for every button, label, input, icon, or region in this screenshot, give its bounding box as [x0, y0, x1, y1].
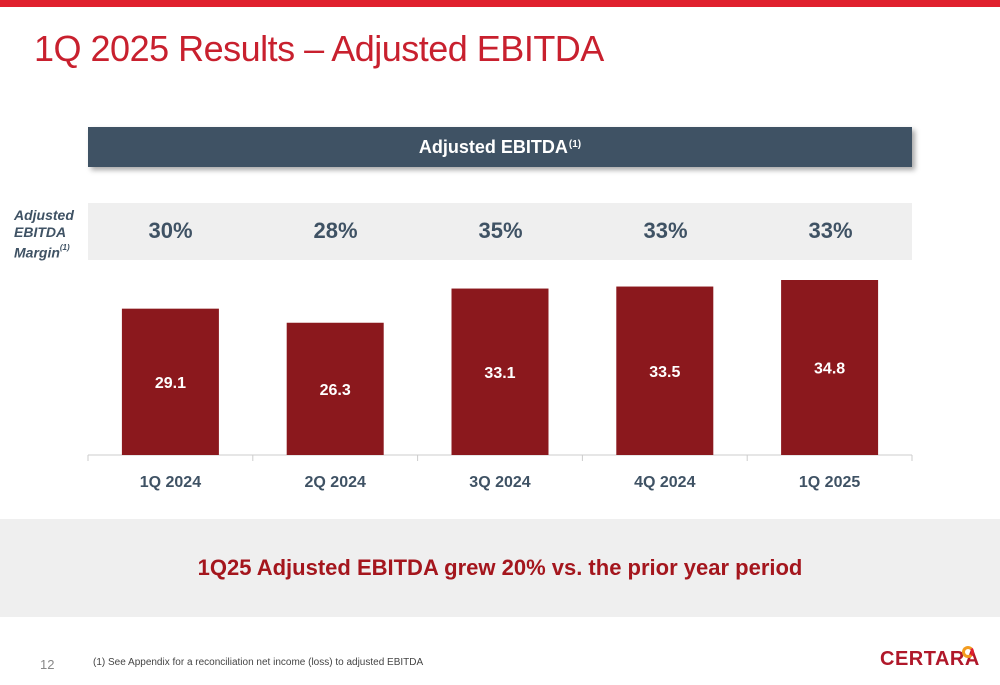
margin-value: 28% [313, 218, 358, 243]
margin-label-line-3: Margin(1) [14, 241, 86, 262]
footnote: (1) See Appendix for a reconciliation ne… [93, 657, 424, 668]
margin-label-line-2: EBITDA [14, 224, 67, 240]
top-accent-bar [0, 0, 1000, 7]
chart-header: Adjusted EBITDA (1) [88, 127, 912, 167]
logo-mark-icon [962, 646, 974, 658]
bar-4q-2024 [616, 286, 714, 455]
chart-header-footnote-ref: (1) [568, 138, 582, 150]
takeaway-text: 1Q25 Adjusted EBITDA grew 20% vs. the pr… [197, 555, 803, 580]
bar-data-label: 34.8 [814, 361, 845, 378]
certara-logo: CERTARA [880, 648, 980, 670]
x-tick-label: 4Q 2024 [634, 474, 695, 491]
margin-value: 30% [148, 218, 193, 243]
margin-row-label: Adjusted EBITDA Margin(1) [14, 207, 86, 262]
x-tick-label: 3Q 2024 [469, 474, 530, 491]
margin-value: 35% [478, 218, 523, 243]
bar-data-label: 29.1 [155, 375, 186, 392]
margin-label-footnote-ref: (1) [59, 243, 70, 252]
margin-label-line-3-text: Margin [14, 244, 60, 261]
bar-data-label: 26.3 [320, 382, 351, 399]
bar-1q-2024 [121, 308, 219, 455]
x-tick-label: 2Q 2024 [305, 474, 366, 491]
x-tick-label: 1Q 2025 [799, 474, 860, 491]
page-title: 1Q 2025 Results – Adjusted EBITDA [34, 28, 604, 69]
page-number: 12 [40, 657, 55, 672]
takeaway-band [0, 519, 1000, 617]
x-tick-label: 1Q 2024 [140, 474, 201, 491]
margin-value: 33% [643, 218, 688, 243]
bar-3q-2024 [451, 288, 549, 455]
margin-label-line-1: Adjusted [14, 207, 74, 223]
bar-data-label: 33.5 [649, 364, 680, 381]
chart-header-label: Adjusted EBITDA [418, 136, 568, 157]
bar-1q-2025 [781, 280, 879, 455]
bar-data-label: 33.1 [484, 365, 515, 382]
margin-value: 33% [808, 218, 853, 243]
margin-row-band [88, 203, 912, 260]
bar-2q-2024 [286, 322, 384, 455]
